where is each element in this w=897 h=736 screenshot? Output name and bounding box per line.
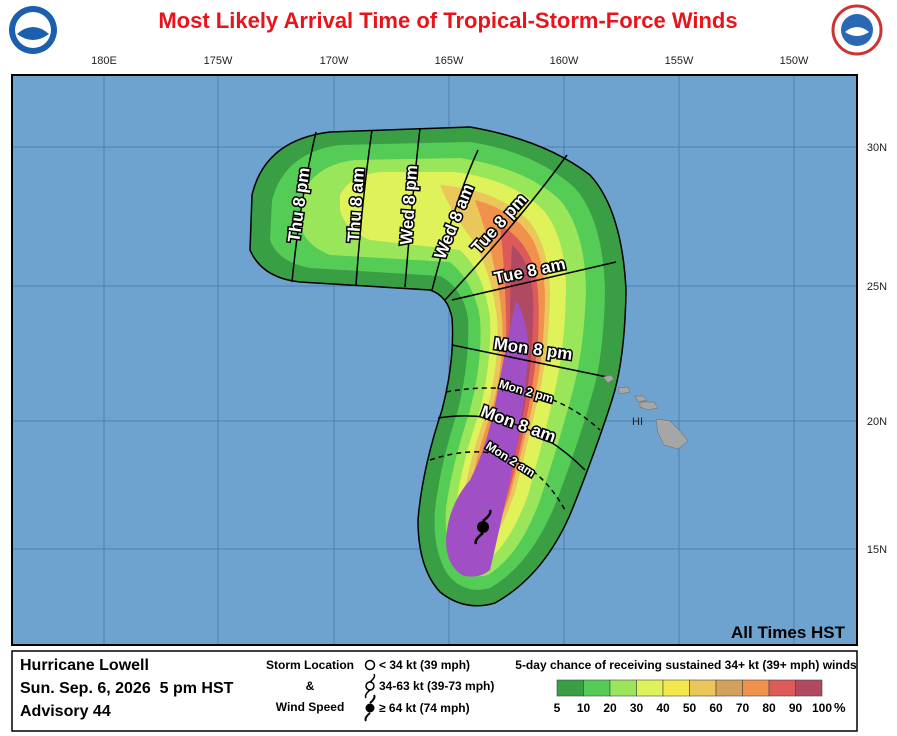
color-bin (715, 679, 743, 697)
color-bin (768, 679, 796, 697)
latitude-label: 20N (867, 416, 887, 428)
probability-tick: 40 (656, 701, 670, 715)
symbol-weak (364, 659, 376, 671)
probability-tick: 5 (554, 701, 561, 715)
probability-tick: 20 (603, 701, 617, 715)
color-bin (662, 679, 690, 697)
color-bin (742, 679, 770, 697)
probability-tick: 90 (789, 701, 803, 715)
probability-tick: 10 (577, 701, 591, 715)
color-bin (636, 679, 664, 697)
longitude-label: 155W (665, 55, 694, 67)
advisory-number: Advisory 44 (20, 703, 111, 720)
storm-symbol (474, 509, 492, 545)
longitude-label: 160W (550, 55, 579, 67)
color-bin (609, 679, 637, 697)
time-zone-note: All Times HST (731, 623, 846, 642)
probability-tick: 60 (709, 701, 723, 715)
probability-tick: 80 (762, 701, 776, 715)
color-bin (795, 679, 823, 697)
latitude-label: 15N (867, 544, 887, 556)
hawaiian-islands (602, 374, 689, 450)
title: Most Likely Arrival Time of Tropical-Sto… (158, 8, 737, 33)
longitude-label: 175W (204, 55, 233, 67)
map-border (11, 74, 858, 646)
storm-name: Hurricane Lowell (20, 657, 149, 674)
longitude-label: 150W (780, 55, 809, 67)
latitude-label: 30N (867, 142, 887, 154)
probability-tick: 70 (736, 701, 750, 715)
latitude-label: 25N (867, 281, 887, 293)
advisory-date: Sun. Sep. 6, 2026 5 pm HST (20, 680, 234, 697)
noaa-logo (9, 6, 57, 54)
probability-tick: 30 (630, 701, 644, 715)
footer: Hurricane Lowell Sun. Sep. 6, 2026 5 pm … (11, 650, 858, 732)
symbol-hurricane (364, 694, 376, 722)
key-title: Storm Location (266, 658, 354, 672)
color-bin (689, 679, 717, 697)
key-item: 34-63 kt (39-73 mph) (379, 679, 494, 693)
probability-unit: % (834, 700, 846, 715)
probability-tick: 100 (812, 701, 832, 715)
longitude-label: 180E (91, 55, 117, 67)
key-title: Wind Speed (276, 700, 345, 714)
probability-tick: 50 (683, 701, 697, 715)
key-item: ≥ 64 kt (74 mph) (379, 701, 470, 715)
contour-lines (249, 126, 627, 607)
longitude-label: 170W (320, 55, 349, 67)
color-bin (583, 679, 611, 697)
symbol-tropical-storm (364, 673, 376, 699)
arrival-time-label: Wed 8 pm (397, 164, 422, 245)
probability-swath (250, 127, 626, 606)
key-item: < 34 kt (39 mph) (379, 658, 470, 672)
nws-logo (831, 4, 883, 56)
island-label: HI (632, 416, 643, 428)
probability-title: 5-day chance of receiving sustained 34+ … (515, 658, 857, 672)
color-bin (556, 679, 584, 697)
longitude-label: 165W (435, 55, 464, 67)
key-title: & (306, 679, 315, 693)
